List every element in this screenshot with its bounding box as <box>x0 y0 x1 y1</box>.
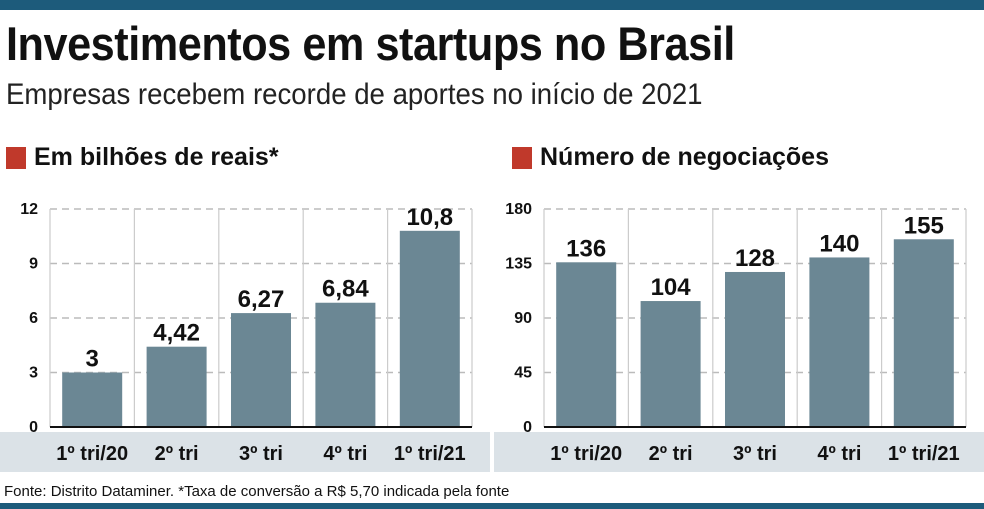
chart2-title: Número de negociações <box>540 143 829 171</box>
source-note: Fonte: Distrito Dataminer. *Taxa de conv… <box>4 483 510 500</box>
category-band <box>0 432 490 472</box>
category-label: 4º tri <box>817 443 861 465</box>
bar <box>893 239 954 427</box>
y-tick-label: 135 <box>505 256 532 273</box>
bar <box>315 302 376 427</box>
value-label: 6,84 <box>322 276 369 303</box>
value-label: 3 <box>86 346 99 373</box>
value-label: 4,42 <box>153 320 200 347</box>
value-label: 104 <box>651 274 692 301</box>
category-label: 2º tri <box>649 443 693 465</box>
marker-square-icon <box>6 146 26 169</box>
category-label: 3º tri <box>733 443 777 465</box>
category-label: 1º tri/21 <box>888 443 960 465</box>
bar <box>556 262 617 427</box>
y-tick-label: 0 <box>523 419 532 436</box>
category-label: 2º tri <box>155 443 199 465</box>
bar <box>399 230 460 427</box>
bar <box>725 271 785 427</box>
bottom-accent-bar <box>0 503 984 509</box>
y-tick-label: 3 <box>29 365 38 382</box>
value-label: 136 <box>566 235 606 262</box>
chart2-heading: Número de negociações <box>512 143 829 172</box>
chart-deal-count: 0 45 90 135 180 136 1º tri/20 104 2º tri 128 3º tr… <box>494 201 984 472</box>
y-tick-label: 45 <box>514 365 532 382</box>
chart1-title: Em bilhões de reais* <box>34 143 279 171</box>
y-tick-label: 180 <box>505 201 532 218</box>
value-label: 6,27 <box>238 286 285 313</box>
bar <box>62 372 123 427</box>
value-label: 10,8 <box>406 204 453 231</box>
page-subtitle: Empresas recebem recorde de aportes no i… <box>6 78 703 111</box>
category-label: 3º tri <box>239 443 283 465</box>
chart-investment-value: 0 3 6 9 12 3 1º tri/20 4,42 2º tri 6,27 3º tri 6,84… <box>0 201 490 472</box>
page-title: Investimentos em startups no Brasil <box>6 17 735 70</box>
category-label: 1º tri/20 <box>56 443 128 465</box>
category-label: 1º tri/21 <box>394 443 466 465</box>
bar <box>146 346 207 427</box>
value-label: 140 <box>819 230 859 257</box>
value-label: 155 <box>904 212 944 239</box>
y-tick-label: 90 <box>514 310 532 327</box>
chart1-heading: Em bilhões de reais* <box>6 143 279 172</box>
category-band <box>494 432 984 472</box>
y-tick-label: 6 <box>29 310 38 327</box>
y-tick-label: 0 <box>29 419 38 436</box>
bar <box>640 301 701 427</box>
y-tick-label: 12 <box>20 201 38 218</box>
category-label: 1º tri/20 <box>550 443 622 465</box>
bar <box>809 257 870 427</box>
top-accent-bar <box>0 0 984 10</box>
marker-square-icon <box>512 146 532 169</box>
value-label: 128 <box>735 245 775 272</box>
category-label: 4º tri <box>323 443 367 465</box>
bar <box>231 313 291 427</box>
y-tick-label: 9 <box>29 256 38 273</box>
